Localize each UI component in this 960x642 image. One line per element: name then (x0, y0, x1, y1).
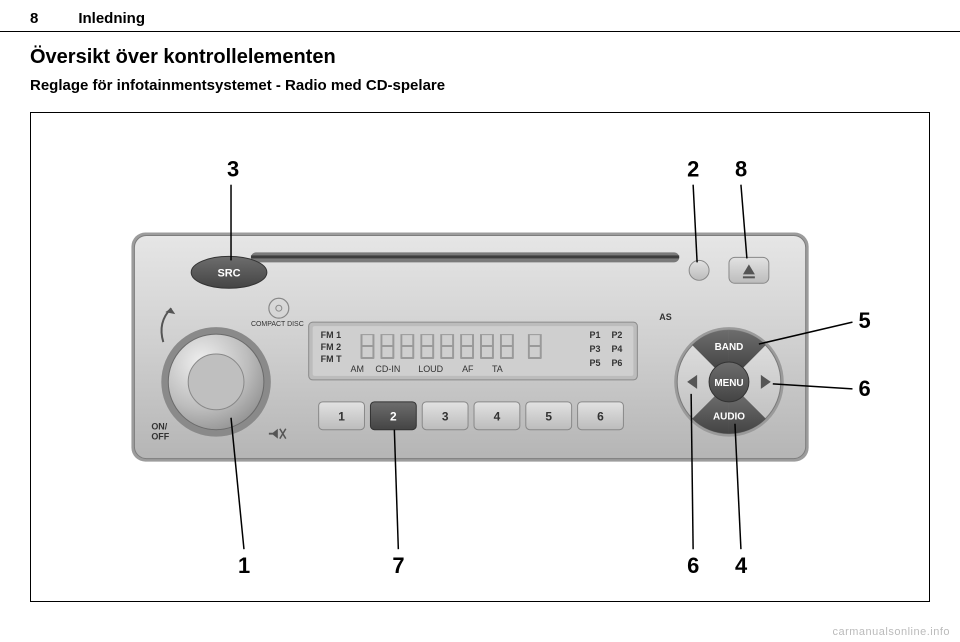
callout-2: 2 (687, 157, 699, 182)
preset-button-3[interactable]: 3 (422, 402, 468, 430)
display-ta: TA (492, 364, 503, 374)
callout-8: 8 (735, 157, 747, 182)
menu-label: MENU (714, 378, 743, 389)
preset-button-6[interactable]: 6 (578, 402, 624, 430)
top-small-button[interactable] (689, 260, 709, 280)
display-cdin: CD-IN (375, 364, 400, 374)
callout-6b: 6 (687, 553, 699, 578)
svg-text:3: 3 (442, 410, 449, 424)
src-button[interactable]: SRC (191, 256, 267, 288)
display-am: AM (351, 364, 364, 374)
callout-7: 7 (392, 553, 404, 578)
volume-knob[interactable] (161, 327, 271, 437)
display-loud: LOUD (418, 364, 443, 374)
subtitle: Reglage för infotainmentsystemet - Radio… (0, 73, 960, 104)
preset-button-4[interactable]: 4 (474, 402, 520, 430)
display-fmt: FM T (321, 354, 342, 364)
footer-watermark: carmanualsonline.info (832, 626, 950, 638)
band-label: BAND (715, 342, 744, 353)
display-p3: P3 (590, 344, 601, 354)
svg-text:COMPACT DISC: COMPACT DISC (251, 321, 304, 328)
display-p2: P2 (611, 330, 622, 340)
svg-text:4: 4 (494, 410, 501, 424)
display-p4: P4 (611, 344, 622, 354)
callout-5: 5 (858, 308, 870, 333)
callout-4: 4 (735, 553, 748, 578)
callout-1: 1 (238, 553, 250, 578)
preset-button-1[interactable]: 1 (319, 402, 365, 430)
display-p5: P5 (590, 358, 601, 368)
lcd-display: FM 1 FM 2 FM T AM CD-IN LOUD AF TA P1 P2… (309, 322, 638, 380)
display-p6: P6 (611, 358, 622, 368)
radio-figure: SRC ON/ OFF COMPACT DISC FM 1 FM 2 (30, 112, 930, 602)
svg-text:1: 1 (338, 410, 345, 424)
callout-6a: 6 (858, 376, 870, 401)
eject-icon-bar (743, 276, 755, 278)
chapter-title: Inledning (78, 10, 145, 27)
svg-text:6: 6 (597, 410, 604, 424)
eject-button[interactable] (729, 257, 769, 283)
audio-label: AUDIO (713, 412, 745, 423)
on-off-label: ON/ OFF (151, 422, 169, 442)
svg-text:5: 5 (545, 410, 552, 424)
callout-3: 3 (227, 157, 239, 182)
svg-text:2: 2 (390, 410, 397, 424)
as-label: AS (659, 312, 671, 322)
display-p1: P1 (590, 330, 601, 340)
display-fm2: FM 2 (321, 342, 341, 352)
radio-diagram-svg: SRC ON/ OFF COMPACT DISC FM 1 FM 2 (31, 113, 929, 601)
page-header: 8 Inledning (0, 0, 960, 32)
display-af: AF (462, 364, 474, 374)
cd-slot-gap (251, 255, 679, 258)
src-label: SRC (217, 267, 240, 279)
page-number: 8 (30, 10, 38, 27)
nav-cluster: MENU BAND AUDIO (674, 327, 784, 437)
section-title: Översikt över kontrollelementen (0, 32, 960, 73)
display-fm1: FM 1 (321, 330, 341, 340)
preset-button-5[interactable]: 5 (526, 402, 572, 430)
preset-button-2[interactable]: 2 (370, 402, 416, 430)
